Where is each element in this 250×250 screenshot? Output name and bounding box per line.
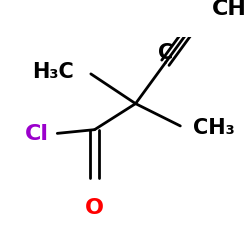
Text: H₃C: H₃C bbox=[32, 62, 74, 82]
Text: CH₃: CH₃ bbox=[193, 118, 235, 138]
Text: Cl: Cl bbox=[25, 124, 49, 144]
Text: O: O bbox=[85, 198, 104, 218]
Text: CH: CH bbox=[212, 0, 247, 19]
Text: C: C bbox=[158, 43, 173, 63]
